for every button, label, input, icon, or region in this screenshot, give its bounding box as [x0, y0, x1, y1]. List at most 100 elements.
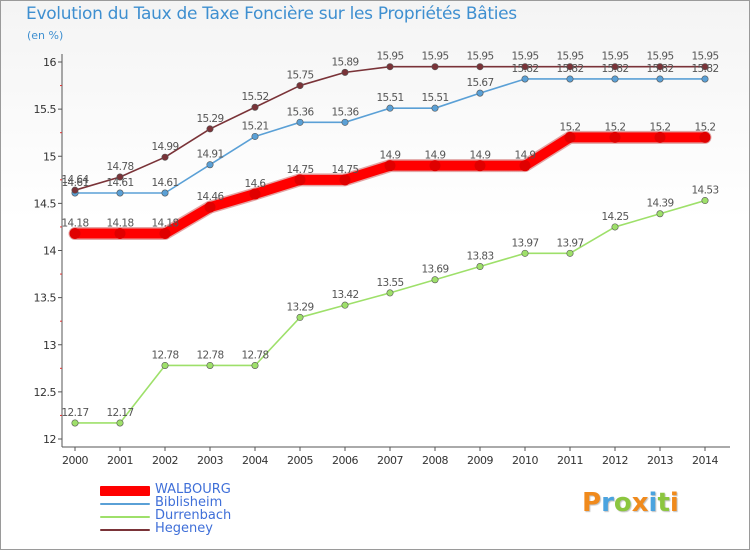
data-label: 15.29	[196, 113, 223, 125]
legend-label: Hegeney	[155, 521, 213, 536]
data-point	[116, 419, 124, 427]
data-label: 15.51	[421, 92, 448, 104]
data-label: 14.61	[106, 177, 133, 189]
y-tick-label: 16	[43, 56, 56, 69]
data-label: 12.78	[196, 349, 223, 361]
data-point	[296, 118, 304, 126]
data-point	[611, 223, 619, 231]
data-label: 15.2	[560, 121, 581, 133]
data-point	[656, 63, 664, 71]
x-tick-label: 2010	[512, 454, 538, 467]
data-point	[431, 104, 439, 112]
data-label: 15.2	[650, 121, 671, 133]
data-label: 15.95	[511, 51, 538, 63]
legend-label: Biblisheim	[155, 495, 223, 510]
legend-label: WALBOURG	[155, 482, 231, 497]
x-tick-label: 2002	[152, 454, 178, 467]
x-tick-label: 2013	[647, 454, 673, 467]
x-tick-label: 2009	[467, 454, 493, 467]
data-point	[431, 276, 439, 284]
x-tick-label: 2001	[107, 454, 133, 467]
data-label: 14.53	[691, 185, 718, 197]
data-label: 14.64	[61, 174, 89, 186]
data-label: 13.83	[466, 251, 493, 263]
data-label: 15.95	[601, 51, 628, 63]
data-label: 14.39	[646, 198, 673, 210]
logo-letter: o	[613, 488, 632, 518]
data-label: 14.78	[106, 161, 133, 173]
data-label: 12.78	[241, 349, 268, 361]
logo-letter: t	[657, 488, 670, 518]
data-point	[161, 361, 169, 369]
data-label: 13.69	[421, 264, 448, 276]
data-label: 14.6	[245, 178, 267, 190]
chart-title: Evolution du Taux de Taxe Foncière sur l…	[26, 4, 517, 24]
data-point	[161, 189, 169, 197]
data-point	[519, 160, 531, 172]
data-label: 15.95	[466, 51, 493, 63]
data-point	[251, 132, 259, 140]
data-label: 15.95	[691, 51, 718, 63]
data-point	[701, 63, 709, 71]
data-label: 15.36	[286, 106, 314, 118]
data-point	[521, 63, 529, 71]
data-point	[386, 63, 394, 71]
data-point	[296, 82, 304, 90]
data-point	[476, 89, 484, 97]
data-point	[386, 289, 394, 297]
data-point	[204, 201, 216, 213]
data-point	[159, 228, 171, 240]
x-tick-label: 2012	[602, 454, 628, 467]
data-point	[251, 103, 259, 111]
data-point	[564, 131, 576, 143]
data-label: 13.42	[331, 289, 358, 301]
data-point	[339, 174, 351, 186]
data-label: 14.9	[470, 150, 491, 162]
data-point	[161, 153, 169, 161]
data-point	[566, 249, 574, 257]
data-point	[611, 63, 619, 71]
data-label: 15.75	[286, 70, 313, 82]
data-label: 14.46	[196, 191, 224, 203]
data-point	[656, 210, 664, 218]
logo-letter: i	[648, 488, 658, 518]
data-point	[384, 160, 396, 172]
legend-swatch	[100, 529, 150, 531]
data-point	[116, 189, 124, 197]
legend-label: Durrenbach	[155, 508, 232, 523]
logo-letter: r	[601, 488, 614, 518]
data-point	[386, 104, 394, 112]
data-point	[341, 301, 349, 309]
data-point	[476, 263, 484, 271]
data-label: 15.52	[241, 91, 268, 103]
data-label: 13.55	[376, 277, 403, 289]
x-tick-label: 2004	[242, 454, 268, 467]
y-tick-label: 13	[43, 339, 56, 352]
y-tick-label: 15	[43, 150, 56, 163]
data-label: 14.61	[151, 177, 178, 189]
x-tick-label: 2007	[377, 454, 403, 467]
data-point	[206, 125, 214, 133]
data-label: 14.75	[286, 164, 313, 176]
data-point	[341, 68, 349, 76]
unit-label: (en %)	[27, 29, 64, 42]
proxiti-logo: Proxiti	[582, 488, 679, 518]
data-point	[474, 160, 486, 172]
data-label: 15.95	[556, 51, 583, 63]
data-point	[566, 75, 574, 83]
data-point	[654, 131, 666, 143]
y-tick-label: 14.5	[34, 197, 57, 210]
x-tick-label: 2003	[197, 454, 223, 467]
data-label: 15.21	[241, 120, 268, 132]
data-label: 14.18	[61, 218, 88, 230]
x-tick-label: 2014	[692, 454, 718, 467]
data-label: 15.95	[421, 51, 448, 63]
logo-letter: x	[631, 488, 649, 518]
logo-letter: i	[669, 488, 679, 518]
x-tick-label: 2011	[557, 454, 583, 467]
data-label: 14.9	[515, 150, 536, 162]
data-point	[476, 63, 484, 71]
legend-swatch	[100, 516, 150, 518]
data-point	[699, 131, 711, 143]
